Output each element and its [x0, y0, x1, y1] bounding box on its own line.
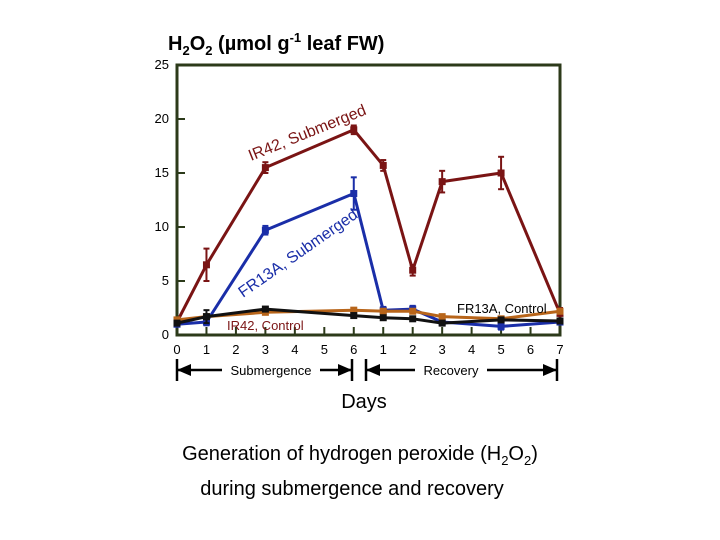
data-point	[261, 226, 269, 234]
recovery-arrow-right	[543, 364, 557, 376]
data-point	[173, 319, 181, 327]
y-tick-label: 10	[155, 219, 169, 234]
data-point	[497, 322, 505, 330]
y-tick-label: 5	[162, 273, 169, 288]
data-point	[202, 261, 210, 269]
plot-frame	[175, 63, 562, 337]
data-point	[556, 317, 564, 325]
series-line	[175, 128, 562, 323]
data-point	[438, 319, 446, 327]
data-point	[202, 313, 210, 321]
submergence-arrow-right	[338, 364, 352, 376]
x-tick-label: 3	[439, 342, 446, 357]
data-point	[379, 314, 387, 322]
x-tick-label: 2	[232, 342, 239, 357]
annotation-ir42-control: IR42, Control	[227, 318, 304, 333]
series-0	[173, 124, 564, 327]
chart-title: H2O2 (µmol g-1 leaf FW)	[168, 30, 384, 58]
x-tick-label: 6	[350, 342, 357, 357]
phase-label-submergence: Submergence	[231, 363, 312, 378]
data-point	[556, 307, 564, 315]
y-tick-label: 15	[155, 165, 169, 180]
x-tick-label: 0	[173, 342, 180, 357]
data-point	[350, 306, 358, 314]
y-axis: 0 5 10 15 20 25	[155, 57, 185, 342]
caption-line-2: during submergence and recovery	[200, 478, 504, 500]
data-point	[409, 307, 417, 315]
data-point	[497, 169, 505, 177]
x-tick-label: 4	[468, 342, 475, 357]
y-tick-label: 20	[155, 111, 169, 126]
x-tick-label: 1	[203, 342, 210, 357]
data-point	[350, 126, 358, 134]
annotation-ir42-submerged: IR42, Submerged	[246, 102, 369, 165]
x-tick-label: 7	[556, 342, 563, 357]
data-point	[497, 316, 505, 324]
series-layer	[173, 124, 564, 331]
data-point	[409, 266, 417, 274]
data-point	[350, 312, 358, 320]
x-tick-label: 5	[497, 342, 504, 357]
caption-line-1: Generation of hydrogen peroxide (H2O2)	[182, 443, 538, 468]
y-tick-label: 25	[155, 57, 169, 72]
data-point	[379, 307, 387, 315]
series-3	[173, 305, 564, 327]
data-point	[438, 178, 446, 186]
x-tick-label: 4	[291, 342, 298, 357]
x-tick-label: 6	[527, 342, 534, 357]
data-point	[438, 313, 446, 321]
x-tick-label: 3	[262, 342, 269, 357]
y-tick-label: 0	[162, 327, 169, 342]
data-point	[350, 190, 358, 198]
data-point	[261, 164, 269, 172]
recovery-arrow-left	[366, 364, 380, 376]
data-point	[379, 161, 387, 169]
x-axis-label: Days	[341, 391, 387, 413]
data-point	[409, 315, 417, 323]
submergence-arrow-left	[177, 364, 191, 376]
x-tick-label: 5	[321, 342, 328, 357]
x-tick-label: 2	[409, 342, 416, 357]
x-axis: 0 1 2 3 4 5 6 1 2 3 4 5 6 7	[173, 327, 564, 357]
x-tick-label: 1	[380, 342, 387, 357]
data-point	[261, 305, 269, 313]
annotation-fr13a-submerged: FR13A, Submerged	[236, 206, 362, 301]
annotation-fr13a-control: FR13A, Control	[457, 301, 547, 316]
phase-label-recovery: Recovery	[424, 363, 479, 378]
